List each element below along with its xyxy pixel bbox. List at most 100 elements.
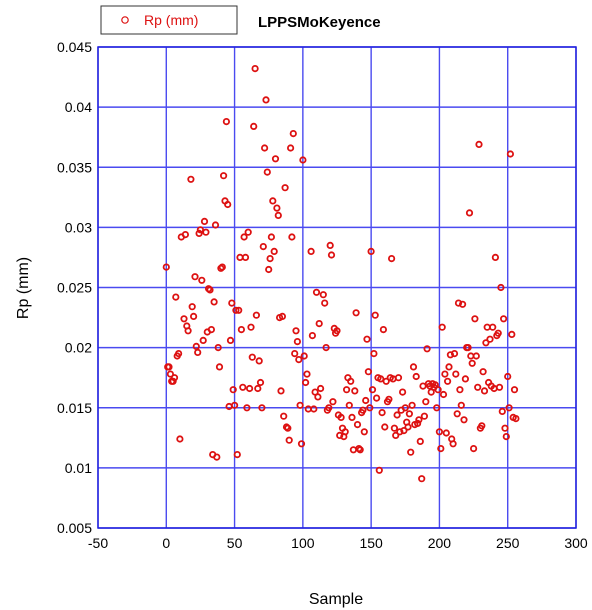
data-point: [415, 416, 423, 424]
data-point: [333, 327, 341, 335]
data-point: [364, 368, 372, 376]
data-point: [472, 352, 480, 360]
data-point: [360, 428, 368, 436]
data-point: [408, 401, 416, 409]
data-point: [202, 228, 210, 236]
data-point: [251, 65, 259, 73]
data-point: [491, 253, 499, 261]
data-point: [180, 315, 188, 323]
data-point: [263, 168, 271, 176]
data-point: [378, 408, 386, 417]
data-point: [394, 374, 403, 382]
data-point: [206, 286, 214, 294]
data-point: [165, 363, 173, 371]
data-point: [278, 312, 286, 320]
data-point: [184, 327, 192, 335]
data-point: [505, 404, 513, 412]
data-point: [190, 312, 198, 320]
data-point: [442, 429, 450, 437]
data-point: [457, 401, 465, 409]
data-point: [454, 299, 463, 307]
data-point: [267, 233, 275, 241]
data-point: [243, 404, 251, 412]
data-point: [295, 355, 303, 364]
data-point: [262, 96, 270, 104]
data-point: [450, 349, 459, 358]
data-point: [348, 413, 356, 421]
data-point: [416, 437, 424, 445]
data-point: [288, 233, 296, 241]
data-point: [215, 363, 224, 371]
y-axis-label: Rp (mm): [15, 257, 32, 319]
data-point: [422, 398, 430, 406]
data-point: [187, 175, 195, 183]
data-point: [460, 416, 468, 424]
data-point: [420, 412, 428, 420]
data-point: [362, 396, 370, 405]
data-point: [198, 276, 206, 284]
data-point: [232, 306, 240, 314]
data-point: [231, 401, 239, 409]
data-point: [439, 390, 448, 399]
data-point: [456, 386, 464, 394]
data-point: [191, 273, 199, 281]
data-point: [271, 155, 280, 163]
data-point: [405, 410, 413, 418]
legend-marker-icon: [121, 16, 129, 24]
data-point: [237, 325, 245, 334]
data-point: [226, 336, 235, 344]
data-point: [228, 299, 236, 307]
data-point: [296, 401, 304, 409]
data-point: [400, 426, 408, 435]
data-point: [199, 336, 207, 344]
data-point: [495, 383, 504, 391]
data-point: [292, 327, 300, 335]
data-point: [265, 265, 273, 274]
data-point: [359, 406, 367, 414]
data-point: [312, 288, 321, 296]
y-tick-label: 0.035: [57, 159, 92, 175]
data-point: [486, 335, 494, 343]
data-point: [254, 384, 262, 393]
data-point: [366, 404, 374, 412]
data-point: [337, 413, 345, 421]
data-point: [273, 204, 281, 212]
data-point: [352, 309, 360, 317]
data-point: [474, 383, 482, 391]
data-point: [506, 150, 514, 158]
data-point: [301, 378, 310, 387]
data-point: [379, 325, 387, 334]
data-point: [419, 382, 427, 390]
data-point: [461, 375, 469, 383]
data-point: [347, 377, 355, 385]
data-point: [377, 375, 385, 383]
y-tick-label: 0.04: [65, 99, 92, 115]
data-point: [465, 209, 474, 217]
data-point: [433, 404, 441, 412]
data-point: [345, 401, 353, 409]
data-point: [211, 221, 220, 229]
y-tick-label: 0.02: [65, 340, 92, 356]
data-point: [325, 404, 333, 412]
data-point: [248, 353, 256, 361]
data-point: [229, 386, 237, 394]
data-point: [435, 428, 443, 436]
x-tick-label: 250: [496, 535, 520, 551]
data-point: [342, 386, 351, 394]
data-point: [504, 372, 512, 381]
data-point: [441, 370, 449, 378]
data-point: [445, 363, 453, 371]
data-point: [469, 444, 478, 453]
data-point: [382, 377, 390, 385]
x-tick-label: 150: [359, 535, 383, 551]
data-point: [341, 428, 349, 436]
data-point: [372, 394, 381, 402]
data-point: [327, 251, 336, 259]
data-point: [449, 440, 457, 448]
data-point: [512, 414, 520, 423]
y-tick-label: 0.015: [57, 400, 92, 416]
data-point: [329, 398, 337, 406]
data-point: [280, 412, 288, 420]
data-point: [363, 335, 371, 343]
data-point: [371, 311, 379, 319]
